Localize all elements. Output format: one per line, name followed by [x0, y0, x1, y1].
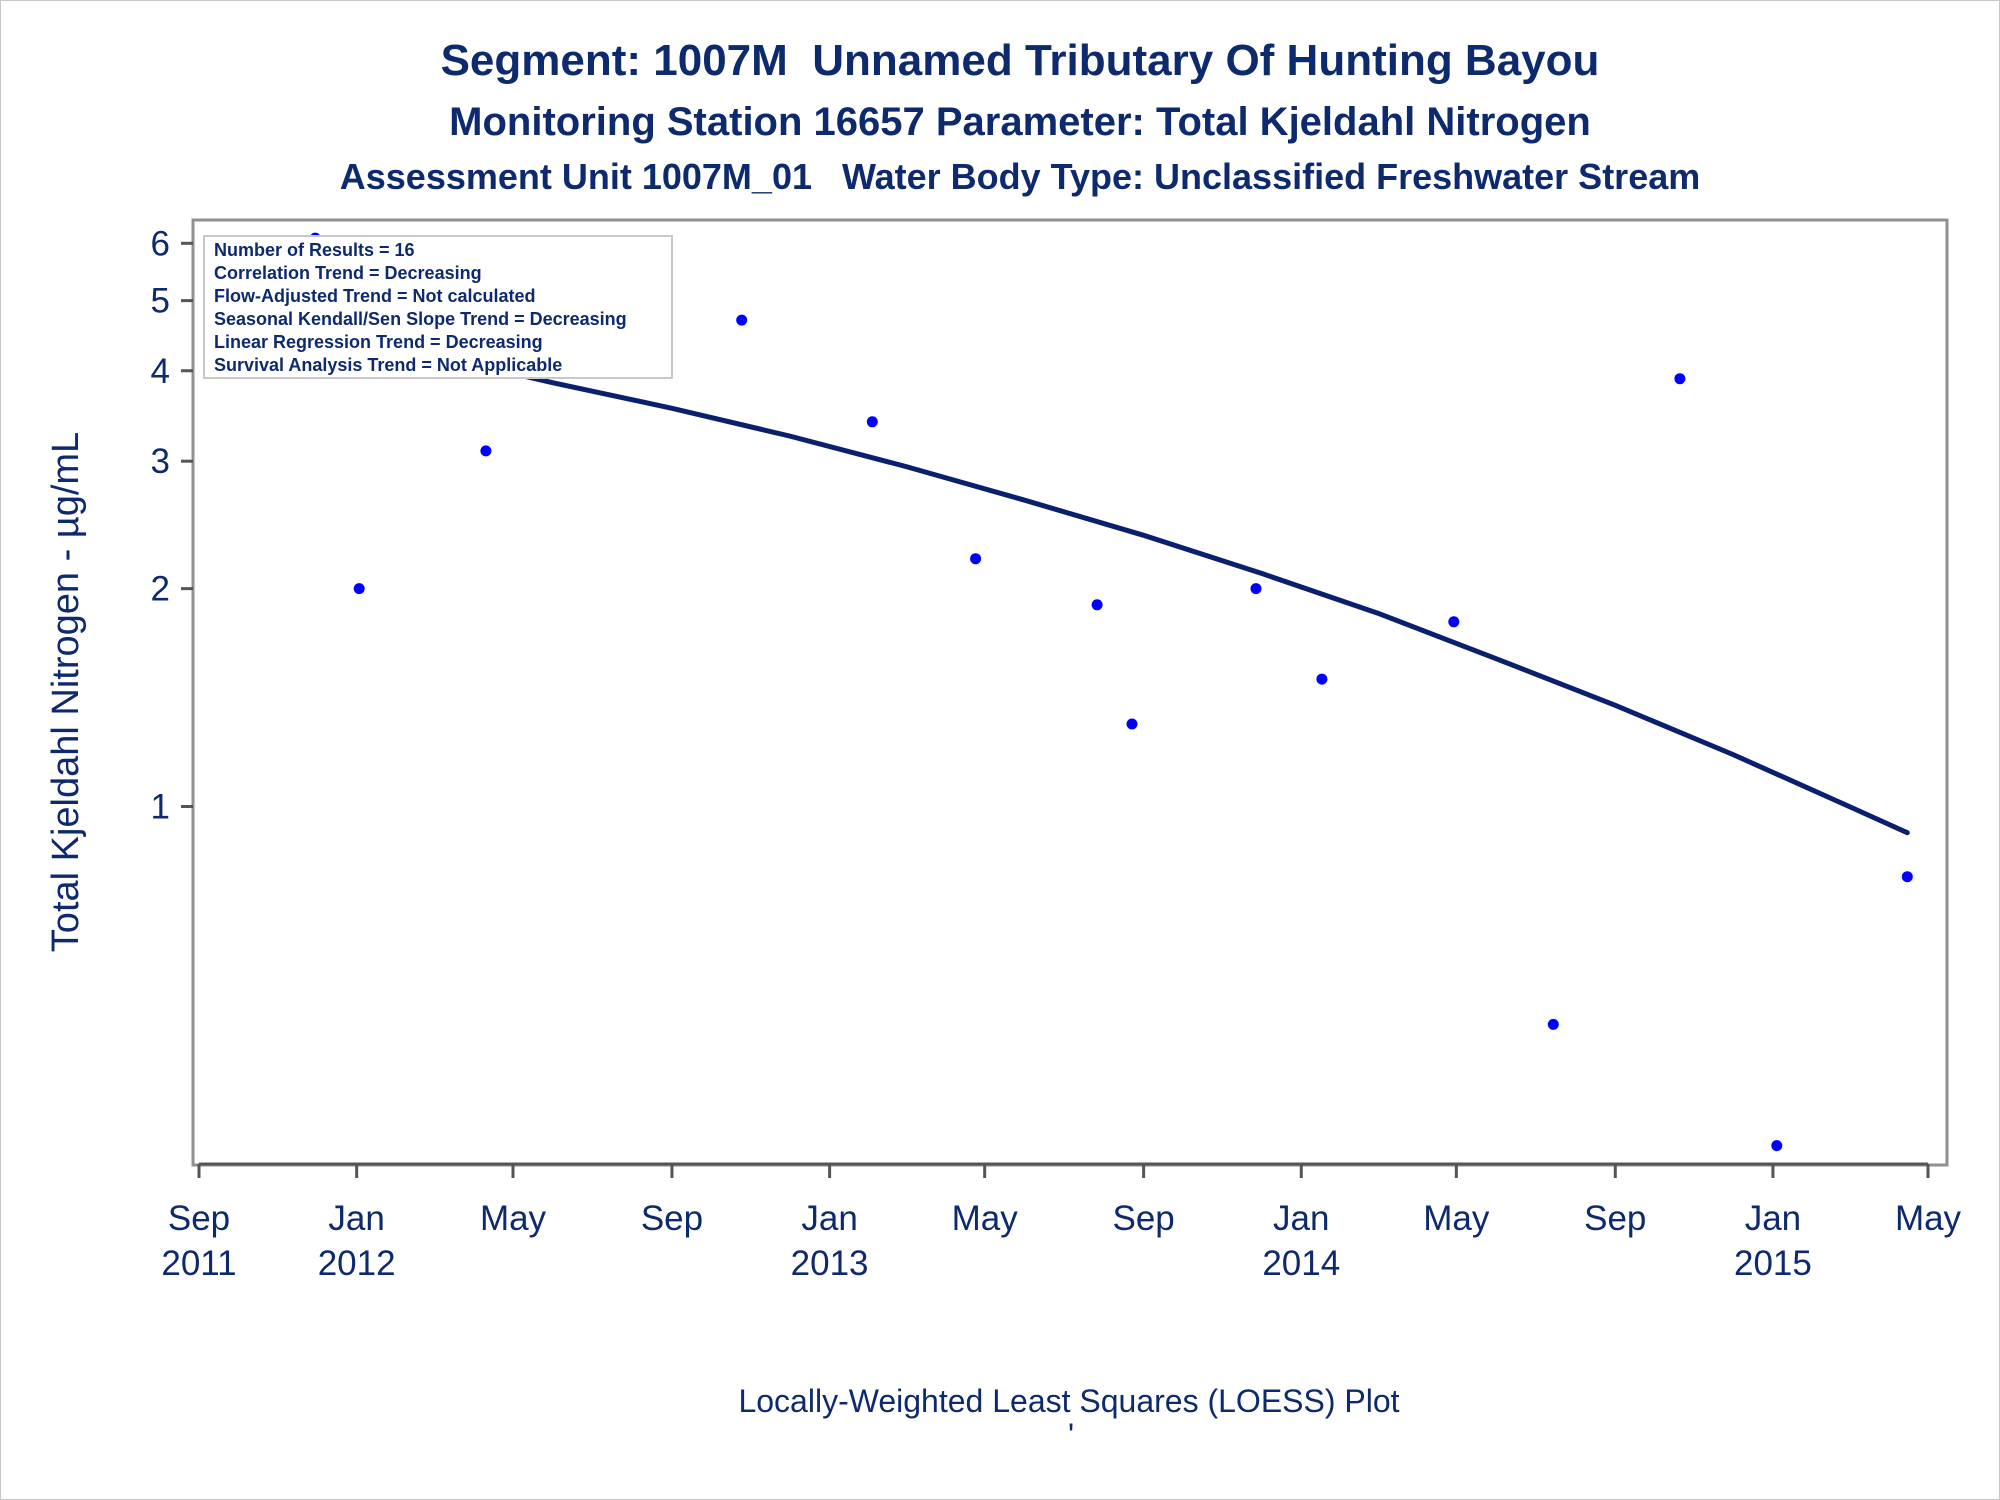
- data-point-6: [970, 553, 982, 565]
- x-tick-label-0: Sep: [168, 1199, 230, 1238]
- data-point-9: [1250, 583, 1262, 595]
- stat-seasonal-kendall-trend: Seasonal Kendall/Sen Slope Trend = Decre…: [214, 309, 627, 329]
- stats-box: Number of Results = 16 Correlation Trend…: [203, 235, 673, 379]
- y-tick-label-0: 1: [151, 788, 170, 827]
- loess-curve: [314, 324, 1910, 836]
- data-point-10: [1316, 673, 1328, 685]
- x-tick-label-5: May: [952, 1199, 1019, 1238]
- x-tick-label-2: May: [480, 1199, 547, 1238]
- x-tick-year-10: 2015: [1734, 1244, 1812, 1283]
- x-tick-label-3: Sep: [641, 1199, 703, 1238]
- stats-box-border: [203, 235, 673, 379]
- y-tick-label-3: 4: [151, 352, 170, 391]
- data-point-1: [353, 583, 365, 595]
- y-axis: 1 2 3 4 5 6: [151, 220, 195, 1165]
- x-tick-year-0: 2011: [161, 1244, 236, 1283]
- data-point-5: [866, 416, 878, 428]
- stat-linear-regression-trend: Linear Regression Trend = Decreasing: [214, 332, 543, 352]
- stat-correlation-trend: Correlation Trend = Decreasing: [214, 263, 482, 283]
- y-tick-label-2: 3: [151, 442, 170, 481]
- x-tick-label-11: May: [1895, 1199, 1962, 1238]
- chart-subtitle: Monitoring Station 16657 Parameter: Tota…: [449, 100, 1591, 144]
- data-point-11: [1448, 616, 1460, 628]
- x-tick-label-10: Jan: [1745, 1199, 1801, 1238]
- y-tick-label-4: 5: [151, 282, 170, 321]
- x-tick-label-9: Sep: [1584, 1199, 1646, 1238]
- footnote-mark: ': [1068, 1417, 1074, 1453]
- y-tick-label-1: 2: [151, 570, 170, 609]
- stat-flow-adjusted-trend: Flow-Adjusted Trend = Not calculated: [214, 286, 536, 306]
- x-tick-year-4: 2013: [791, 1244, 869, 1283]
- data-point-15: [1901, 871, 1913, 883]
- stat-survival-analysis-trend: Survival Analysis Trend = Not Applicable: [214, 355, 562, 375]
- x-tick-year-1: 2012: [318, 1244, 396, 1283]
- chart-title: Segment: 1007M Unnamed Tributary Of Hunt…: [440, 36, 1600, 85]
- x-tick-label-6: Sep: [1112, 1199, 1174, 1238]
- data-point-2: [480, 445, 492, 457]
- data-point-14: [1771, 1140, 1783, 1152]
- loess-curve-layer: [314, 324, 1910, 836]
- x-tick-year-7: 2014: [1262, 1244, 1340, 1283]
- chart-subtitle-2: Assessment Unit 1007M_01 Water Body Type…: [339, 156, 1701, 197]
- x-tick-label-4: Jan: [801, 1199, 857, 1238]
- data-point-8: [1126, 718, 1138, 730]
- data-point-7: [1091, 599, 1103, 611]
- data-point-4: [736, 314, 748, 326]
- y-axis-title: Total Kjeldahl Nitrogen - µg/mL: [45, 432, 87, 952]
- x-tick-label-7: Jan: [1273, 1199, 1329, 1238]
- y-tick-label-5: 6: [151, 224, 170, 263]
- x-tick-label-8: May: [1423, 1199, 1490, 1238]
- footnote: Locally-Weighted Least Squares (LOESS) P…: [738, 1383, 1399, 1419]
- data-point-12: [1547, 1018, 1559, 1030]
- x-axis: Sep 2011 Jan 2012 May Sep Jan 2013 May Sep Jan 2014…: [161, 1162, 1962, 1283]
- stat-number-of-results: Number of Results = 16: [214, 240, 415, 260]
- x-tick-label-1: Jan: [328, 1199, 384, 1238]
- data-point-13: [1674, 373, 1686, 385]
